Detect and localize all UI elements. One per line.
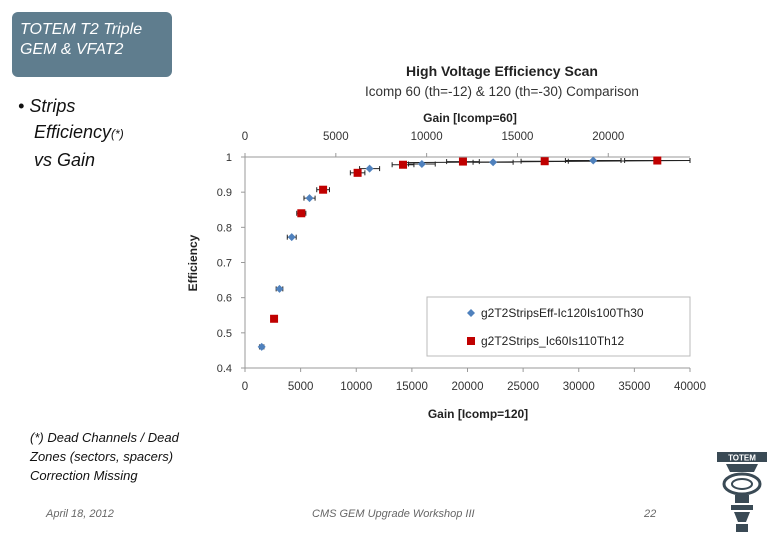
- bullet-line-1: Strips: [18, 93, 124, 119]
- x-tick-label: 0: [242, 381, 248, 393]
- x2-axis-label: Gain [Icomp=60]: [423, 111, 517, 125]
- page-number: 22: [644, 508, 657, 520]
- data-point-blue: [417, 160, 426, 169]
- data-point-blue: [305, 194, 314, 203]
- x-tick-label: 35000: [618, 381, 650, 393]
- footer-date: April 18, 2012: [46, 508, 114, 520]
- data-point-blue: [275, 284, 284, 293]
- y-tick-label: 0.9: [217, 187, 232, 199]
- data-point-blue: [257, 342, 266, 351]
- footnote-marker: (*): [111, 127, 124, 141]
- bullet-line-2: Efficiency(*): [18, 119, 124, 147]
- x2-tick-label: 0: [242, 131, 248, 143]
- y-axis-label: Efficiency: [186, 234, 200, 291]
- legend-marker-blue: [467, 309, 475, 317]
- y-tick-label: 0.5: [217, 328, 232, 340]
- legend-label-2: g2T2Strips_Ic60Is110Th12: [481, 334, 625, 348]
- chart-subtitle: Icomp 60 (th=-12) & 120 (th=-30) Compari…: [365, 84, 639, 99]
- data-point-red: [540, 157, 549, 166]
- data-point-red: [399, 160, 408, 169]
- x-tick-label: 10000: [340, 381, 372, 393]
- bullet-strips-efficiency: Strips Efficiency(*) vs Gain: [18, 93, 124, 173]
- data-point-blue: [287, 233, 296, 242]
- x2-tick-label: 15000: [501, 131, 533, 143]
- chart-title: High Voltage Efficiency Scan: [406, 63, 598, 79]
- x-tick-label: 15000: [396, 381, 428, 393]
- data-point-blue: [589, 156, 598, 165]
- x-tick-label: 30000: [563, 381, 595, 393]
- x-tick-label: 20000: [452, 381, 484, 393]
- footnote: (*) Dead Channels / Dead Zones (sectors,…: [30, 430, 179, 483]
- bullet-line-3: vs Gain: [34, 150, 96, 170]
- data-point-blue: [365, 164, 374, 173]
- footer-event: CMS GEM Upgrade Workshop III: [312, 508, 475, 520]
- x-axis-label: Gain [Icomp=120]: [428, 407, 528, 421]
- y-tick-label: 1: [226, 152, 232, 164]
- svg-text:TOTEM: TOTEM: [728, 454, 756, 463]
- data-point-red: [270, 314, 279, 323]
- legend: g2T2StripsEff-Ic120Is100Th30 g2T2Strips_I…: [426, 296, 691, 357]
- y-tick-label: 0.8: [217, 222, 232, 234]
- y-tick-label: 0.7: [217, 258, 232, 270]
- data-point-red: [458, 157, 467, 166]
- slide-title: TOTEM T2 Triple GEM & VFAT2: [12, 12, 172, 77]
- data-point-blue: [489, 158, 498, 167]
- data-point-red: [297, 209, 306, 218]
- totem-logo: TOTEM: [717, 452, 767, 532]
- x2-tick-label: 5000: [323, 131, 349, 143]
- data-point-red: [653, 156, 662, 165]
- legend-marker-red: [467, 337, 475, 345]
- data-point-red: [353, 168, 362, 177]
- y-tick-label: 0.6: [217, 293, 232, 305]
- x2-tick-label: 20000: [592, 131, 624, 143]
- bullet-efficiency-text: Efficiency: [34, 122, 112, 142]
- legend-label-1: g2T2StripsEff-Ic120Is100Th30: [481, 306, 644, 320]
- x-tick-label: 25000: [507, 381, 539, 393]
- data-point-red: [319, 185, 328, 194]
- x-tick-label: 40000: [674, 381, 706, 393]
- y-tick-label: 0.4: [217, 363, 232, 375]
- legend-box: [426, 296, 691, 357]
- x2-tick-label: 10000: [411, 131, 443, 143]
- x-tick-label: 5000: [288, 381, 314, 393]
